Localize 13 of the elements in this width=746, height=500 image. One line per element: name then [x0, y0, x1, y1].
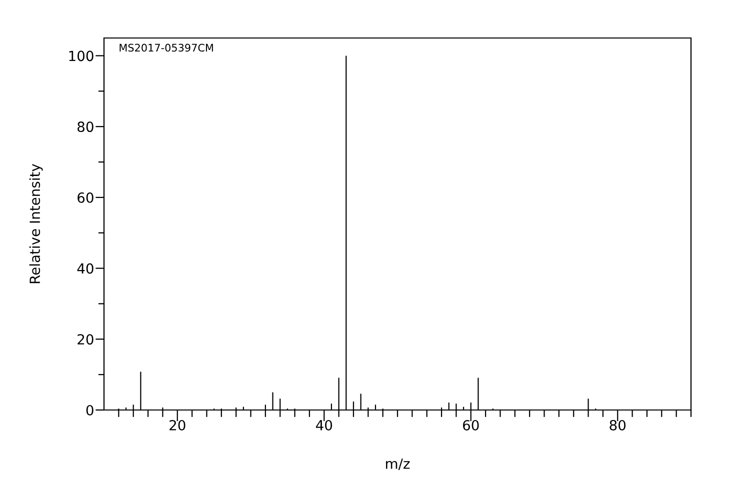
- x-tick-label: 60: [463, 420, 479, 430]
- x-axis-title: m/z: [386, 458, 410, 470]
- x-tick-label: 20: [170, 420, 186, 430]
- y-tick-label: 20: [78, 334, 94, 345]
- x-tick-label: 40: [316, 420, 332, 430]
- y-axis-title: Relative Intensity: [29, 164, 43, 284]
- y-tick-label: 40: [77, 263, 94, 274]
- y-tick-label: 0: [86, 404, 94, 416]
- y-tick-label: 60: [78, 192, 94, 203]
- y-tick-label: 100: [69, 50, 94, 62]
- annotation: MS2017-05397CM: [120, 44, 213, 52]
- x-tick-label: 80: [610, 420, 626, 430]
- y-tick-label: 80: [78, 122, 94, 132]
